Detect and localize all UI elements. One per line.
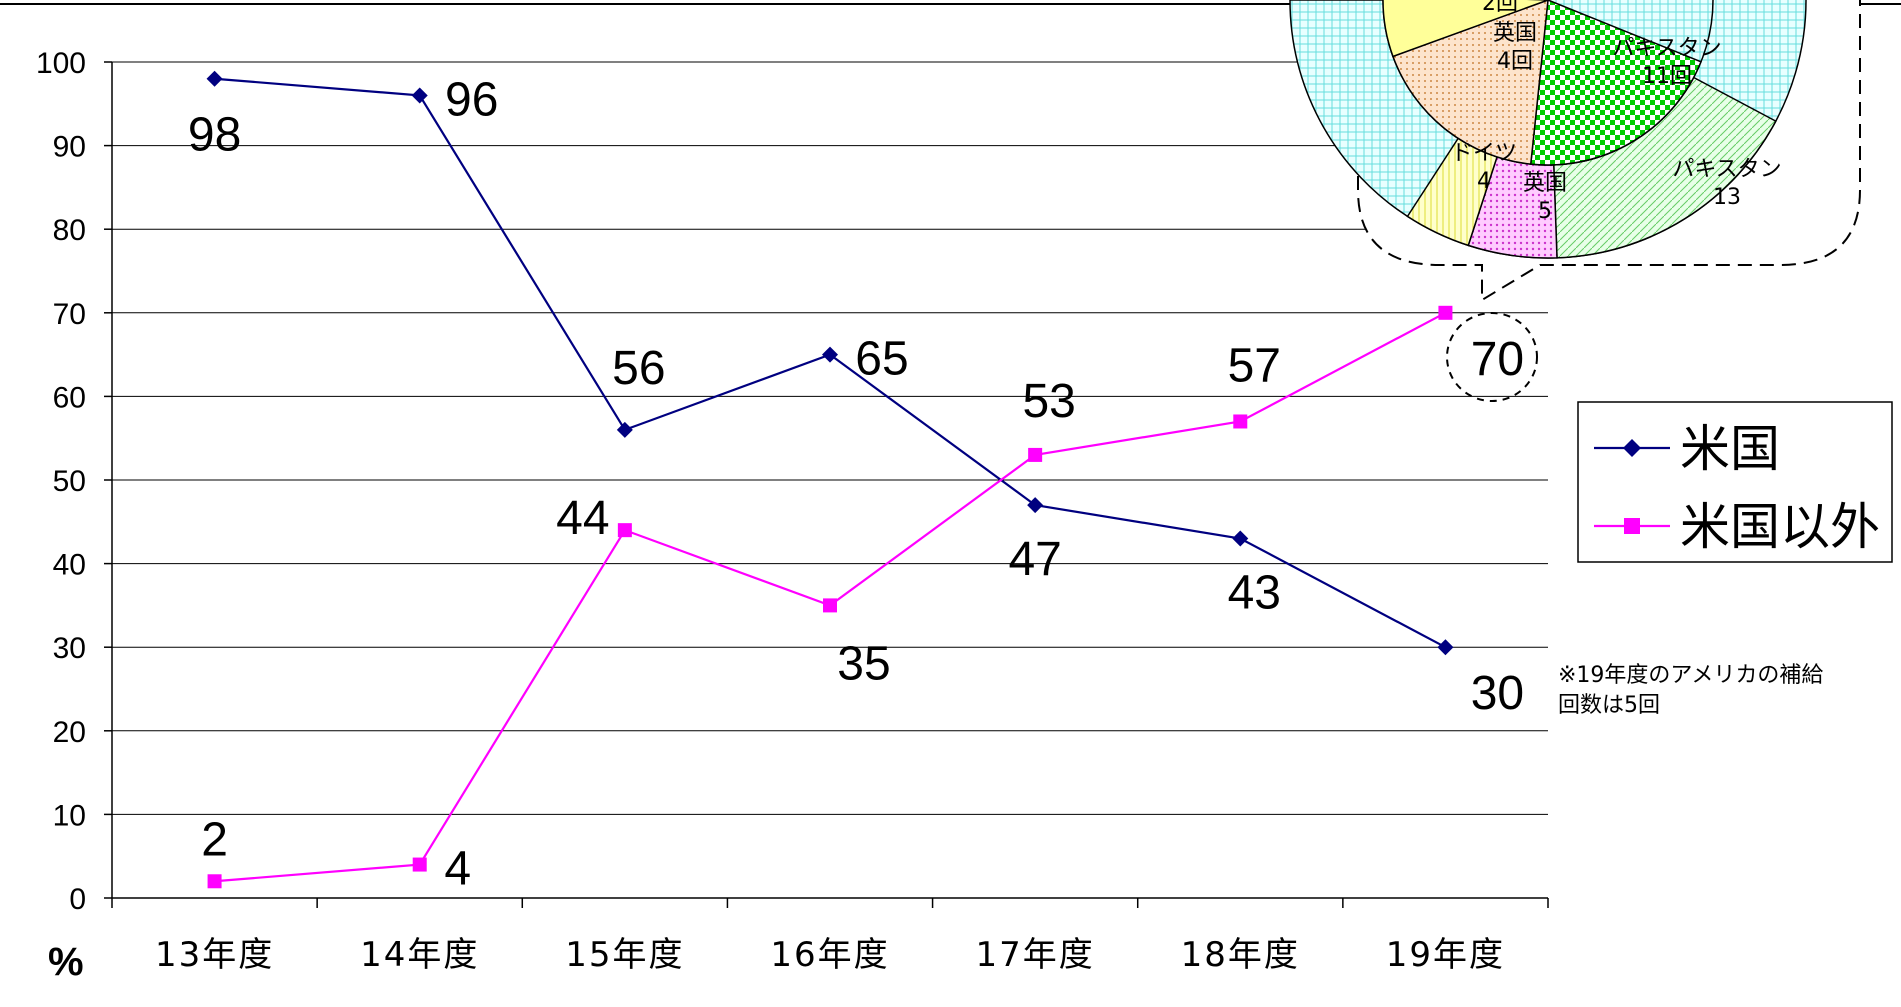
- pie-label: 2回: [1482, 0, 1518, 16]
- footnote-line: ※19年度のアメリカの補給: [1558, 663, 1823, 688]
- pie-label-line: パキスタン: [1612, 36, 1721, 61]
- pie-label-line: 4: [1477, 169, 1491, 194]
- pie-label: パキスタン 11回: [1612, 36, 1721, 89]
- legend-label: 米国以外: [1680, 498, 1880, 556]
- pie-label-line: 英国: [1523, 171, 1567, 196]
- data-point: [1438, 305, 1453, 320]
- x-tick-label: 15年度: [565, 935, 684, 975]
- x-tick-label: 19年度: [1386, 935, 1505, 975]
- pie-label-line: 英国: [1493, 21, 1537, 46]
- pie-label-line: ドイツ: [1451, 141, 1517, 166]
- legend-marker: [1623, 439, 1641, 457]
- y-tick-label: 100: [36, 47, 86, 80]
- pie-slice: [1529, 0, 1702, 166]
- data-point: [1233, 414, 1248, 429]
- y-tick-label: 90: [53, 131, 86, 164]
- y-tick-label: 30: [53, 632, 86, 665]
- data-label: 57: [1228, 339, 1281, 392]
- y-tick-label: 40: [53, 549, 86, 582]
- pie-label-line: 2回: [1482, 0, 1518, 16]
- x-tick-label: 18年度: [1181, 935, 1300, 975]
- y-tick-label: 50: [53, 465, 86, 498]
- data-point: [823, 598, 837, 613]
- y-axis-ticks: 0 10 20 30 40 50 60 70 80 90 100: [36, 47, 112, 916]
- series-lines: [206, 70, 1454, 889]
- data-point: [1027, 497, 1044, 514]
- data-label: 65: [855, 333, 908, 386]
- y-unit-label: %: [48, 940, 84, 984]
- x-tick-label: 13年度: [155, 935, 274, 975]
- data-point: [1437, 639, 1454, 656]
- data-label: 44: [556, 492, 609, 545]
- data-label: 53: [1022, 375, 1075, 428]
- pie-label: 英国 5: [1523, 171, 1567, 224]
- data-point: [207, 874, 222, 889]
- x-axis: 13年度 14年度 15年度 16年度 17年度 18年度 19年度: [111, 62, 1549, 975]
- y-tick-label: 80: [53, 214, 86, 247]
- data-point: [616, 421, 633, 438]
- data-label: 4: [444, 843, 471, 896]
- y-tick-label: 10: [53, 799, 86, 832]
- highlight-circle: [1446, 312, 1538, 402]
- y-tick-label: 20: [53, 716, 86, 749]
- data-label: 56: [612, 342, 665, 395]
- gridlines: [112, 61, 1548, 815]
- data-point: [411, 87, 428, 104]
- data-point: [206, 70, 223, 87]
- data-point: [1028, 447, 1043, 462]
- x-tick-label: 16年度: [770, 935, 889, 975]
- y-tick-label: 70: [53, 298, 86, 331]
- pie-label-line: 13: [1713, 185, 1741, 210]
- data-point: [1232, 530, 1249, 547]
- pie-slice: [1391, 0, 1549, 165]
- pie-slice: [1382, 0, 1549, 58]
- x-tick-label: 14年度: [360, 935, 479, 975]
- legend-box: [1577, 401, 1893, 563]
- data-point: [412, 857, 427, 872]
- footnote: ※19年度のアメリカの補給回数は5回: [1558, 663, 1823, 718]
- data-point: [822, 346, 838, 363]
- pie-label: 英国 4回: [1493, 21, 1537, 74]
- y-tick-label: 60: [53, 381, 86, 414]
- pie-label-line: 4回: [1497, 49, 1533, 74]
- footnote-line: 回数は5回: [1558, 693, 1660, 718]
- data-label: 43: [1228, 567, 1281, 620]
- data-point: [617, 523, 632, 538]
- pie-label-line: パキスタン: [1672, 157, 1781, 182]
- data-label: 35: [837, 637, 890, 690]
- data-label: 2: [201, 813, 228, 866]
- pie-label-line: 11回: [1642, 64, 1692, 89]
- data-label: 96: [445, 73, 498, 126]
- pie-label: ドイツ 4: [1451, 141, 1517, 194]
- data-label: 98: [188, 109, 241, 162]
- data-label: 70: [1471, 333, 1524, 386]
- pie-label-line: 5: [1538, 199, 1552, 224]
- y-tick-label: 0: [69, 883, 86, 916]
- pie-label: パキスタン 13: [1672, 157, 1781, 210]
- x-tick-label: 17年度: [976, 935, 1095, 975]
- data-label: 47: [1008, 533, 1061, 586]
- legend-label: 米国: [1680, 420, 1780, 478]
- legend-marker: [1624, 518, 1640, 534]
- data-label: 30: [1471, 667, 1524, 720]
